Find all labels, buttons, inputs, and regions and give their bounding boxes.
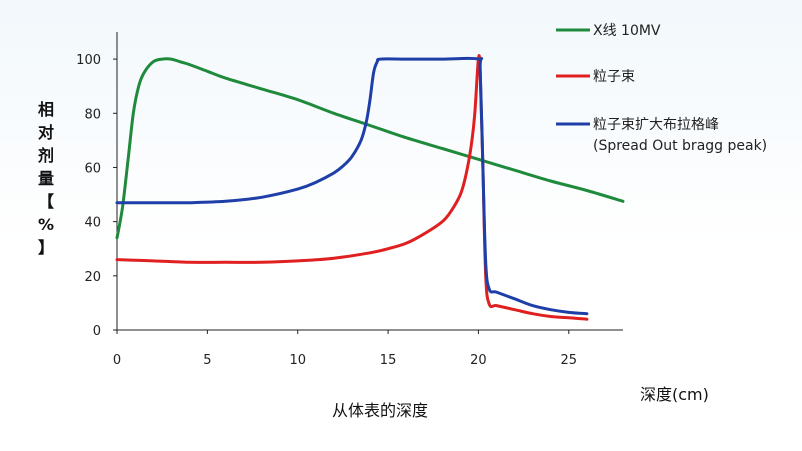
series-line-sobp: [115, 56, 589, 316]
legend-label-sobp: 粒子束扩大布拉格峰: [593, 117, 719, 133]
legend-label-particle-beam: 粒子束: [593, 69, 635, 85]
y-axis-title-char: 量: [37, 169, 54, 188]
x-tick-label: 25: [561, 353, 578, 368]
x-tick-label: 20: [470, 353, 487, 368]
x-tick-label: 15: [380, 353, 397, 368]
y-axis-title-char: 】: [37, 238, 54, 257]
x-axis-title: 深度(cm): [640, 385, 709, 404]
y-tick-label: 60: [84, 161, 101, 176]
series-line-particle-beam: [115, 54, 589, 321]
y-axis-title-char: 【: [37, 192, 54, 211]
legend-label-xray-10mv: X线 10MV: [593, 23, 661, 39]
y-tick-label: 20: [84, 270, 101, 285]
x-tick-label: 0: [113, 353, 121, 368]
axes: 0 5 10 15 20 25 0 20 40 60 80 100: [76, 32, 623, 368]
y-axis-title: 相对剂量【% 】: [34, 98, 58, 259]
y-axis-title-char: 剂: [37, 146, 54, 165]
series-line-xray-10mv: [115, 57, 625, 240]
x-tick-label: 5: [203, 353, 211, 368]
y-axis-title-char: 相: [37, 100, 54, 119]
y-tick-label: 0: [93, 324, 101, 339]
y-tick-label: 100: [76, 53, 101, 68]
y-tick-label: 80: [84, 107, 101, 122]
chart-caption: 从体表的深度: [332, 401, 428, 420]
y-axis-title-char: %: [37, 215, 55, 234]
y-tick-label: 40: [84, 216, 101, 231]
legend-label-sobp-line2: (Spread Out bragg peak): [593, 138, 767, 154]
x-tick-label: 10: [289, 353, 306, 368]
y-axis-title-char: 对: [37, 123, 54, 142]
plot-lines: [115, 54, 625, 321]
